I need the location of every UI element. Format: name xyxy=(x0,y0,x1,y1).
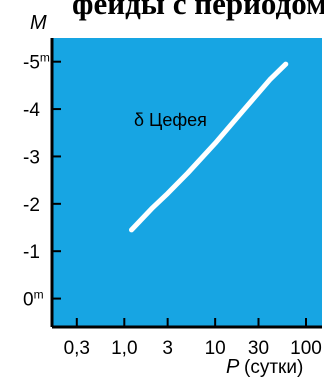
y-tick-label: -2 xyxy=(23,195,40,216)
y-tick-label: -5m xyxy=(23,51,50,74)
page-heading-fragment: феиды с периодом xyxy=(72,0,324,21)
period-luminosity-curve xyxy=(129,61,289,233)
x-tick-label: 1,0 xyxy=(111,338,137,359)
x-tick-label: 3 xyxy=(162,338,173,359)
plot-background xyxy=(52,38,322,327)
y-axis-title: M xyxy=(30,12,47,34)
y-tick-label: -1 xyxy=(23,242,40,263)
x-tick-label: 100 xyxy=(290,338,322,359)
curve-annotation: δ Цефея xyxy=(134,110,207,130)
y-tick-label: 0m xyxy=(23,288,44,311)
x-axis-title: P xyxy=(226,356,240,378)
x-tick-label: 30 xyxy=(248,338,269,359)
x-axis-unit: (сутки) xyxy=(244,357,303,378)
y-tick-label: -3 xyxy=(23,147,40,168)
x-tick-label: 0,3 xyxy=(64,338,90,359)
x-tick-label: 10 xyxy=(205,338,226,359)
y-tick-label: -4 xyxy=(23,100,40,121)
